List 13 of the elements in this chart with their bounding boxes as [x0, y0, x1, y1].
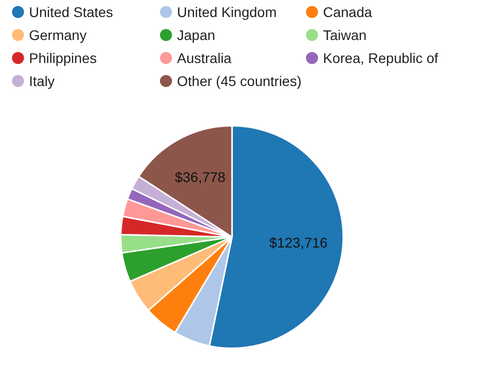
data-label: $123,716: [269, 234, 328, 251]
legend-label: Korea, Republic of: [323, 50, 438, 66]
legend-label: United Kingdom: [177, 4, 277, 20]
legend-label: Other (45 countries): [177, 72, 302, 88]
legend-label: Italy: [29, 72, 55, 88]
legend-label: Canada: [323, 4, 372, 20]
legend-label: Japan: [177, 26, 216, 42]
legend-label: Germany: [29, 26, 87, 42]
legend-label: Taiwan: [323, 26, 367, 42]
legend-label: Australia: [177, 50, 232, 66]
data-label: $36,778: [174, 169, 226, 186]
legend-label: Philippines: [29, 50, 97, 66]
legend-label: United States: [29, 4, 114, 20]
